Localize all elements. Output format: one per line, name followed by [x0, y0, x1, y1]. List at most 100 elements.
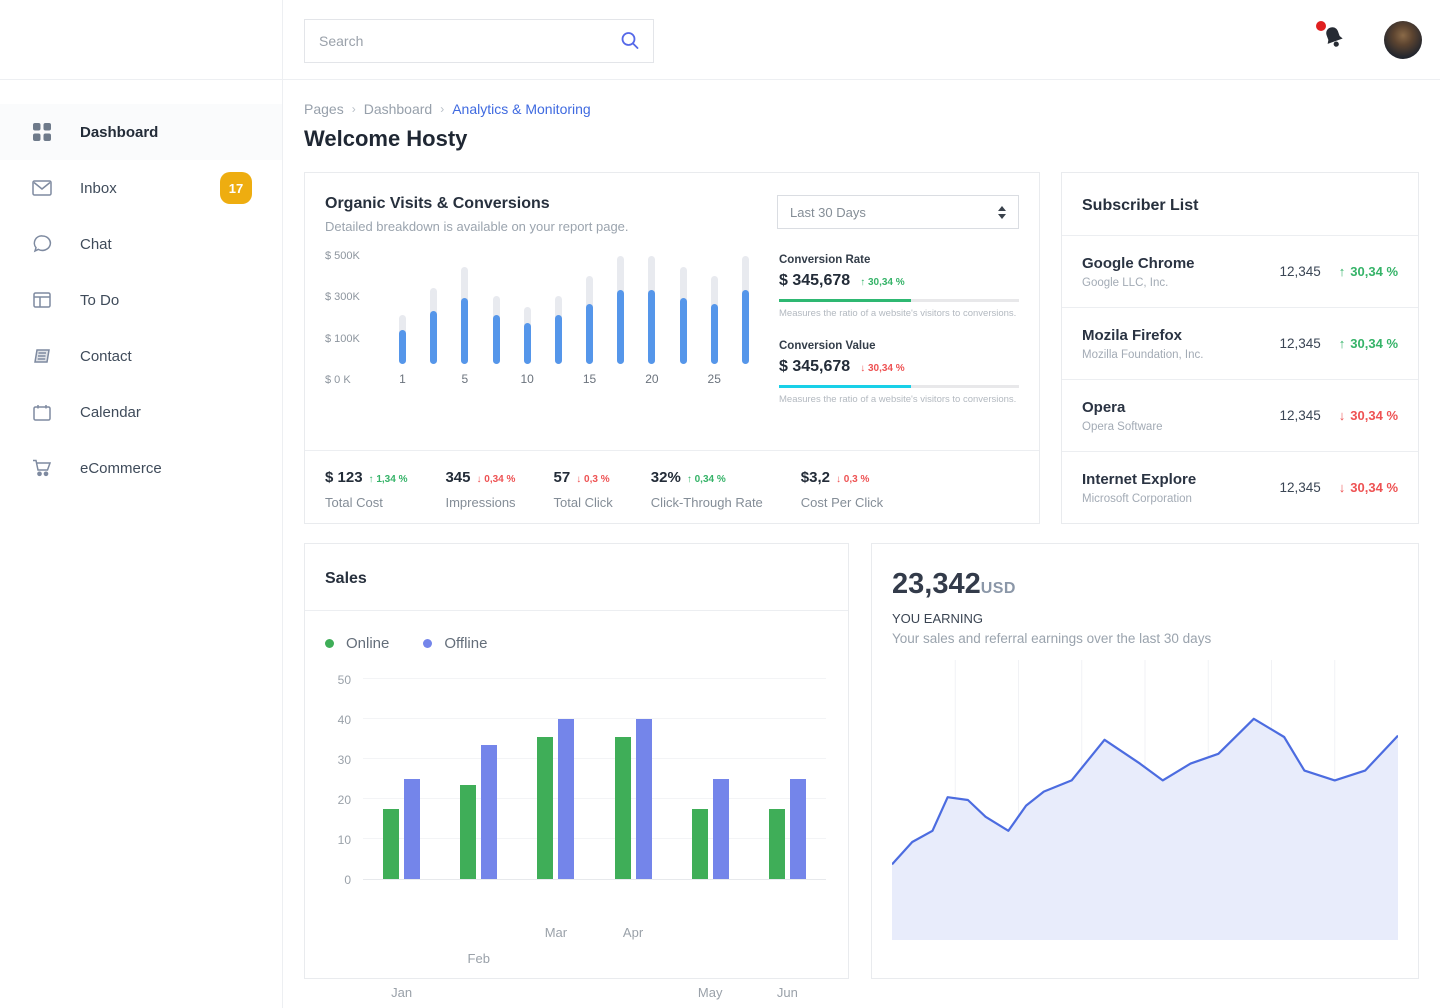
breadcrumb-pages[interactable]: Pages — [304, 101, 344, 117]
subscriber-row-firefox[interactable]: Mozila Firefox Mozilla Foundation, Inc. 1… — [1062, 307, 1418, 379]
gridline — [363, 758, 826, 759]
bar-group: May — [691, 779, 729, 1000]
arrow-icon — [860, 277, 865, 288]
bar-organic-visits — [492, 315, 500, 364]
stat-total-click: 57 0,3 % Total Click — [554, 469, 613, 510]
bar-slot: 20 — [645, 254, 659, 386]
arrow-icon — [1339, 336, 1346, 351]
bar-slot: 5 — [461, 254, 469, 386]
chevron-right-icon: › — [440, 102, 445, 116]
legend-offline[interactable]: Offline — [423, 635, 487, 652]
sidebar-item-dashboard[interactable]: Dashboard — [0, 104, 282, 160]
sidebar-item-label: Chat — [80, 235, 112, 253]
x-tick-label: Jun — [776, 985, 798, 1000]
y-tick-label: 0 — [344, 873, 351, 887]
metric-caption: Measures the ratio of a website's visito… — [779, 308, 1017, 319]
y-tick-label: $ 500K — [325, 250, 360, 262]
shopping-cart-icon — [32, 458, 52, 478]
logo — [0, 0, 282, 80]
gridline — [363, 678, 826, 679]
sidebar-item-contact[interactable]: Contact — [0, 328, 282, 384]
period-select[interactable]: Last 30 Days — [777, 195, 1019, 229]
x-tick-label: Feb — [467, 951, 490, 966]
arrow-icon — [369, 474, 374, 485]
sidebar-item-label: To Do — [80, 291, 120, 309]
user-avatar[interactable] — [1384, 21, 1422, 59]
bar-group: Apr — [614, 719, 652, 940]
bar-organic-visits — [461, 298, 469, 364]
sidebar-item-ecommerce[interactable]: eCommerce — [0, 440, 282, 496]
bar-slot: 1 — [399, 254, 406, 386]
legend-online[interactable]: Online — [325, 635, 389, 652]
x-tick-label: Jan — [391, 985, 413, 1000]
contact-book-icon — [32, 346, 52, 366]
breadcrumb-dashboard[interactable]: Dashboard — [363, 101, 433, 117]
earnings-card: 23,342 USD YOU EARNING Your sales and re… — [871, 543, 1419, 979]
area-fill — [892, 718, 1398, 940]
arrow-icon — [477, 474, 482, 485]
bar-organic-visits — [710, 304, 718, 364]
bar-online — [383, 809, 400, 879]
progress-bar — [779, 385, 1019, 388]
bar-organic-visits — [648, 290, 656, 364]
sidebar-item-label: eCommerce — [80, 459, 162, 477]
x-tick-label: 10 — [520, 372, 534, 386]
bar-online — [691, 809, 708, 879]
bar-slot — [554, 254, 562, 364]
stat-total-cost: $ 123 1,34 % Total Cost — [325, 469, 407, 510]
calendar-icon — [32, 402, 52, 422]
sidebar-item-label: Contact — [80, 347, 132, 365]
sidebar-item-inbox[interactable]: Inbox 17 — [0, 160, 282, 216]
arrow-icon — [836, 474, 841, 485]
sidebar: Dashboard Inbox 17 Chat To Do Contact — [0, 0, 283, 1008]
stat-impressions: 345 0,34 % Impressions — [445, 469, 515, 510]
main-content: Pages › Dashboard › Analytics & Monitori… — [283, 80, 1440, 1000]
card-title: Organic Visits & Conversions — [325, 195, 550, 212]
y-tick-label: $ 100K — [325, 332, 360, 345]
search-icon[interactable] — [619, 30, 641, 52]
earnings-currency: USD — [980, 580, 1016, 597]
organic-bar-chart: $ 500K $ 300K $ 100K $ 0 K 1 5 10 15 20 25 — [325, 250, 761, 402]
kanban-board-icon — [32, 290, 52, 310]
bar-slot — [492, 254, 500, 364]
kpi-stats-row: $ 123 1,34 % Total Cost 345 0,34 % Impre… — [305, 450, 1039, 510]
x-tick-label: 15 — [582, 372, 597, 386]
search-box — [304, 19, 654, 63]
bar-organic-visits — [523, 323, 531, 364]
bar-organic-visits — [586, 304, 594, 364]
bar-slot: 10 — [521, 254, 534, 386]
card-title: Sales — [305, 544, 848, 611]
chart-plot-area: 1 5 10 15 20 25 — [393, 254, 755, 386]
bar-slot — [617, 254, 625, 364]
notifications-bell-icon[interactable] — [1316, 21, 1348, 55]
breadcrumb-analytics[interactable]: Analytics & Monitoring — [452, 101, 591, 117]
y-tick-label: 50 — [337, 673, 351, 687]
subscriber-row-ie[interactable]: Internet Explore Microsoft Corporation 12… — [1062, 451, 1418, 523]
bar-group: Mar — [537, 719, 575, 940]
arrow-icon — [687, 474, 692, 485]
sales-card: Sales Online Offline 0 10 20 30 40 50 Jan Feb M… — [304, 543, 849, 1000]
sidebar-item-calendar[interactable]: Calendar — [0, 384, 282, 440]
bar-organic-visits — [430, 311, 438, 364]
notification-dot — [1316, 21, 1326, 31]
card-subtitle: Detailed breakdown is available on your … — [325, 219, 629, 234]
sidebar-item-label: Dashboard — [80, 123, 159, 141]
earnings-amount: 23,342 — [892, 568, 981, 600]
envelope-icon — [32, 178, 52, 198]
period-select-value: Last 30 Days — [790, 204, 866, 220]
search-input[interactable] — [305, 33, 619, 49]
earnings-subtitle: Your sales and referral earnings over th… — [892, 631, 1212, 646]
arrow-icon — [576, 474, 581, 485]
gridline — [363, 718, 826, 719]
bar-offline — [712, 779, 729, 879]
page-title: Welcome Hosty — [304, 126, 468, 151]
bar-offline — [635, 719, 652, 879]
x-tick-label: 20 — [645, 372, 659, 386]
sidebar-item-todo[interactable]: To Do — [0, 272, 282, 328]
sidebar-item-chat[interactable]: Chat — [0, 216, 282, 272]
chart-plot-area: Jan Feb Mar Apr May Jun — [363, 678, 826, 1000]
legend-dot-icon — [325, 639, 334, 648]
arrow-icon — [1339, 408, 1346, 423]
